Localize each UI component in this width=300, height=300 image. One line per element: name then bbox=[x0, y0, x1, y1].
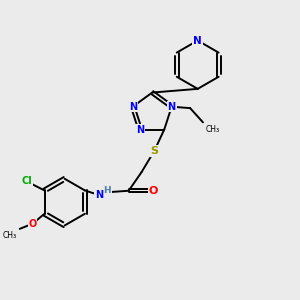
Text: N: N bbox=[168, 102, 176, 112]
Text: CH₃: CH₃ bbox=[3, 231, 17, 240]
Text: N: N bbox=[136, 124, 144, 135]
Text: CH₃: CH₃ bbox=[206, 125, 220, 134]
Text: H: H bbox=[103, 186, 111, 195]
Text: N: N bbox=[95, 190, 103, 200]
Text: O: O bbox=[149, 186, 158, 196]
Text: O: O bbox=[28, 219, 37, 229]
Text: Cl: Cl bbox=[21, 176, 32, 186]
Text: N: N bbox=[193, 35, 202, 46]
Text: N: N bbox=[129, 102, 137, 112]
Text: S: S bbox=[150, 146, 158, 156]
